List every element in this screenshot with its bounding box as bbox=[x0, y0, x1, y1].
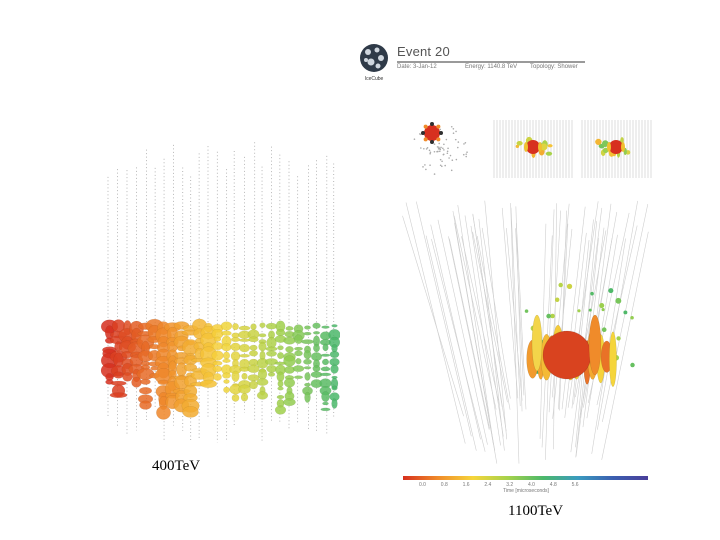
colorbar-tick-label: 3.2 bbox=[506, 482, 514, 488]
colorbar-tick-label: 2.4 bbox=[484, 482, 492, 488]
colorbar-tick-label: 0.8 bbox=[440, 482, 448, 488]
logo-text: IceCube bbox=[365, 76, 384, 82]
colorbar-label: Time [microseconds] bbox=[503, 488, 549, 494]
left-event-display bbox=[100, 142, 340, 443]
colorbar-tick-label: 4.0 bbox=[528, 482, 535, 488]
event-date: Date: 3-Jan-12 bbox=[397, 64, 437, 70]
colorbar-tick-label: 4.8 bbox=[549, 482, 557, 488]
side-view-thumbnail-2 bbox=[581, 120, 652, 178]
left-energy-caption: 400TeV bbox=[152, 458, 201, 474]
colorbar-tick-label: 0.0 bbox=[419, 482, 426, 488]
event-energy: Energy: 1140.8 TeV bbox=[465, 64, 518, 70]
icecube-logo: IceCube bbox=[360, 44, 388, 82]
colorbar-tick-label: 1.6 bbox=[462, 482, 470, 488]
time-colorbar bbox=[403, 476, 648, 480]
side-view-thumbnail-1 bbox=[493, 120, 573, 178]
event-title: Event 20 bbox=[397, 44, 450, 59]
top-view-thumbnail bbox=[413, 122, 468, 175]
colorbar-tick-label: 5.6 bbox=[571, 482, 579, 488]
right-energy-caption: 1100TeV bbox=[508, 503, 564, 519]
title-divider bbox=[397, 61, 585, 63]
event-topology: Topology: Shower bbox=[530, 64, 578, 70]
main-event-view bbox=[402, 200, 649, 464]
